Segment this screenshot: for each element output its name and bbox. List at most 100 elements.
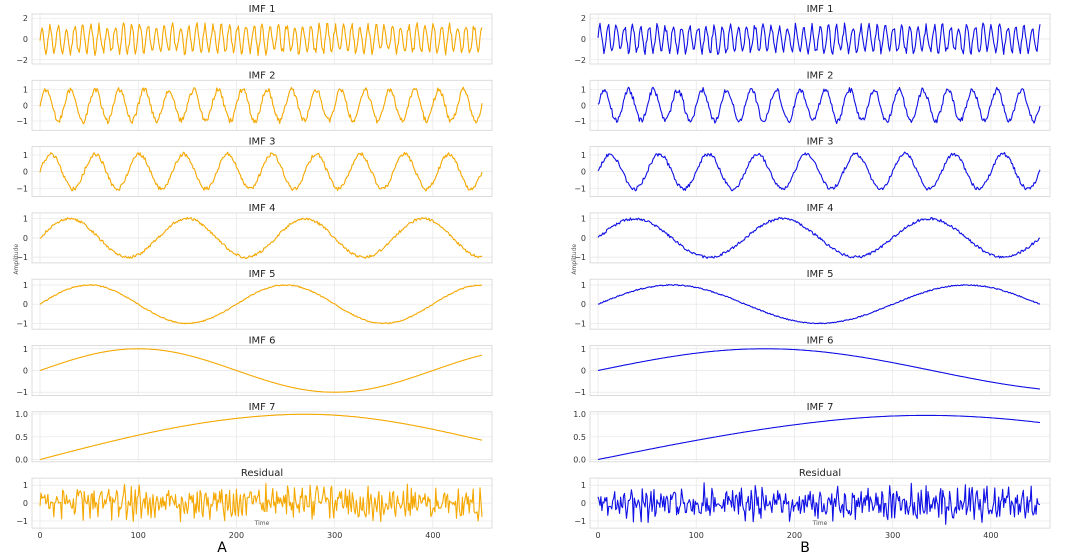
subplot-1: −2 0 2 IMF 1 — [574, 4, 1051, 65]
x-axis-label: Time — [254, 520, 270, 527]
subplot-2: −1 0 1 IMF 2 — [574, 70, 1051, 131]
panel-a-label: A — [217, 540, 227, 556]
y-tick-label: 1.0 — [15, 410, 28, 419]
y-tick-label: 0 — [581, 35, 586, 44]
subplot-5: −1 0 1 IMF 5 — [16, 269, 493, 330]
series-line-imf-4 — [597, 216, 1041, 259]
subplot-5: −1 0 1 IMF 5 — [574, 269, 1051, 330]
subplot-title: IMF 1 — [249, 4, 276, 15]
panel-b-label: B — [800, 540, 810, 556]
x-tick-label: 100 — [131, 531, 146, 540]
y-axis-label: Amplitude — [13, 244, 20, 275]
subplot-title: IMF 7 — [249, 402, 276, 413]
series-line-imf-1 — [39, 22, 483, 56]
y-tick-label: 1 — [23, 86, 28, 95]
y-tick-label: 1 — [23, 281, 28, 290]
subplot-1: −2 0 2 IMF 1 — [16, 4, 493, 65]
series-line-imf-4 — [39, 216, 483, 259]
y-tick-label: 1 — [581, 345, 586, 354]
subplot-title: IMF 6 — [249, 336, 276, 347]
y-tick-label: 2 — [581, 14, 586, 23]
subplot-title: IMF 2 — [807, 70, 834, 81]
series-line-imf-3 — [597, 151, 1041, 192]
subplot-title: Residual — [241, 468, 283, 479]
series-line-imf-5 — [39, 283, 483, 325]
y-tick-label: 0 — [581, 101, 586, 110]
y-tick-label: −1 — [16, 388, 28, 397]
subplot-title: IMF 5 — [249, 269, 276, 280]
y-tick-label: −1 — [16, 117, 28, 126]
y-tick-label: 0 — [23, 168, 28, 177]
x-tick-label: 400 — [983, 531, 998, 540]
series-line-imf-3 — [39, 151, 483, 192]
subplot-title: Residual — [799, 468, 841, 479]
x-axis-label: Time — [812, 520, 828, 527]
series-line-imf-6 — [39, 348, 483, 393]
subplot-title: IMF 6 — [807, 336, 834, 347]
subplot-6: −1 0 1 IMF 6 — [16, 336, 493, 397]
y-tick-label: 1 — [23, 345, 28, 354]
y-tick-label: 1 — [581, 481, 586, 490]
y-tick-label: 0 — [23, 35, 28, 44]
y-tick-label: −1 — [574, 517, 586, 526]
y-tick-label: 0 — [23, 300, 28, 309]
y-tick-label: 0.5 — [15, 433, 28, 442]
y-tick-label: 1 — [23, 151, 28, 160]
y-tick-label: −2 — [574, 56, 586, 65]
x-tick-label: 0 — [595, 531, 600, 540]
x-tick-label: 200 — [787, 531, 802, 540]
y-tick-label: 0 — [581, 300, 586, 309]
y-tick-label: −1 — [16, 184, 28, 193]
x-tick-label: 0 — [37, 531, 42, 540]
panel-b: −2 0 2 IMF 1 −1 0 1 IMF 2 −1 0 1 IMF 3 −1 0 1 IMF 4 −1 0 1… — [571, 4, 1051, 540]
y-tick-label: −2 — [16, 56, 28, 65]
y-tick-label: 1 — [581, 86, 586, 95]
y-tick-label: −1 — [574, 319, 586, 328]
x-tick-label: 200 — [229, 531, 244, 540]
y-tick-label: 1.0 — [573, 410, 586, 419]
subplot-8: −1 0 1 Residual 0 100 200 300 400 Time — [574, 468, 1051, 540]
subplot-title: IMF 2 — [249, 70, 276, 81]
y-tick-label: 0.0 — [15, 456, 28, 465]
series-line-residual — [597, 482, 1041, 525]
subplot-title: IMF 3 — [249, 137, 276, 148]
subplot-4: −1 0 1 IMF 4 — [16, 203, 493, 264]
y-tick-label: 1 — [581, 281, 586, 290]
subplot-title: IMF 4 — [807, 203, 834, 214]
subplot-title: IMF 1 — [807, 4, 834, 15]
y-tick-label: 1 — [581, 215, 586, 224]
series-line-imf-7 — [597, 414, 1041, 461]
y-tick-label: 0 — [581, 168, 586, 177]
subplot-8: −1 0 1 Residual 0 100 200 300 400 Time — [16, 468, 493, 540]
subplot-2: −1 0 1 IMF 2 — [16, 70, 493, 131]
y-tick-label: 0 — [23, 499, 28, 508]
y-tick-label: 0.0 — [573, 456, 586, 465]
y-tick-label: 2 — [23, 14, 28, 23]
y-tick-label: 0 — [23, 367, 28, 376]
y-tick-label: −1 — [16, 517, 28, 526]
x-tick-label: 100 — [689, 531, 704, 540]
y-tick-label: −1 — [574, 184, 586, 193]
series-line-imf-7 — [39, 413, 483, 461]
y-axis-label: Amplitude — [571, 244, 578, 275]
y-tick-label: −1 — [16, 253, 28, 262]
panel-a: −2 0 2 IMF 1 −1 0 1 IMF 2 −1 0 1 IMF 3 −1 0 1 IMF 4 −1 0 1… — [13, 4, 493, 540]
x-tick-label: 300 — [885, 531, 900, 540]
y-tick-label: 0.5 — [573, 433, 586, 442]
subplot-7: 0.0 0.5 1.0 IMF 7 — [573, 402, 1051, 465]
y-tick-label: 0 — [581, 367, 586, 376]
series-line-residual — [39, 483, 483, 523]
subplot-4: −1 0 1 IMF 4 — [574, 203, 1051, 264]
subplot-3: −1 0 1 IMF 3 — [16, 137, 493, 198]
series-line-imf-1 — [597, 22, 1041, 56]
subplot-title: IMF 3 — [807, 137, 834, 148]
subplot-7: 0.0 0.5 1.0 IMF 7 — [15, 402, 493, 465]
series-line-imf-5 — [597, 283, 1041, 325]
y-tick-label: −1 — [574, 388, 586, 397]
subplot-title: IMF 7 — [807, 402, 834, 413]
y-tick-label: 0 — [23, 234, 28, 243]
y-tick-label: 1 — [23, 481, 28, 490]
subplot-6: −1 0 1 IMF 6 — [574, 336, 1051, 397]
subplot-title: IMF 4 — [249, 203, 276, 214]
